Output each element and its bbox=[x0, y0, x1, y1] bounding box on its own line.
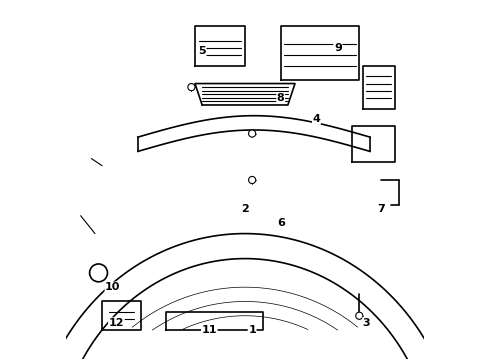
Polygon shape bbox=[195, 84, 295, 105]
Text: 3: 3 bbox=[363, 318, 370, 328]
Circle shape bbox=[188, 84, 195, 91]
Text: 6: 6 bbox=[277, 218, 285, 228]
Circle shape bbox=[248, 130, 256, 137]
Polygon shape bbox=[167, 312, 263, 330]
Polygon shape bbox=[352, 126, 395, 162]
Polygon shape bbox=[195, 26, 245, 66]
Circle shape bbox=[90, 264, 107, 282]
Polygon shape bbox=[102, 301, 142, 330]
Polygon shape bbox=[54, 234, 436, 360]
Text: 5: 5 bbox=[198, 46, 206, 57]
Text: 12: 12 bbox=[109, 318, 124, 328]
Text: 4: 4 bbox=[313, 114, 320, 124]
Text: 8: 8 bbox=[277, 93, 285, 103]
Text: 11: 11 bbox=[201, 325, 217, 335]
Text: 9: 9 bbox=[334, 43, 342, 53]
Polygon shape bbox=[363, 66, 395, 109]
Text: 10: 10 bbox=[105, 282, 121, 292]
Text: 1: 1 bbox=[248, 325, 256, 335]
Polygon shape bbox=[281, 26, 359, 80]
Circle shape bbox=[248, 176, 256, 184]
Text: 2: 2 bbox=[241, 203, 249, 213]
Circle shape bbox=[356, 312, 363, 319]
Text: 7: 7 bbox=[377, 203, 385, 213]
